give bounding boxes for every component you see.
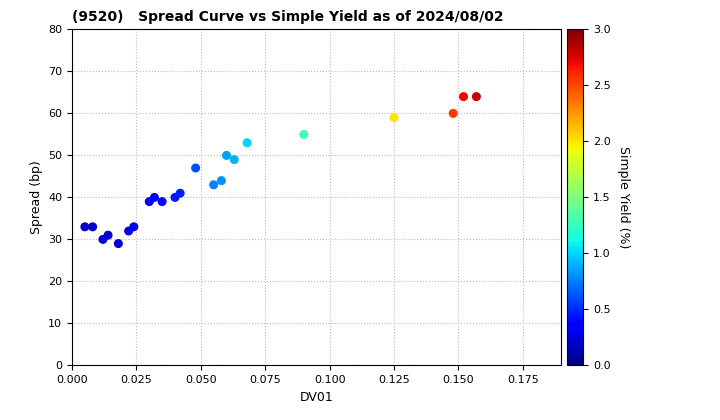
Y-axis label: Spread (bp): Spread (bp) [30, 160, 42, 234]
Point [79, 223, 91, 230]
Point [174, 190, 186, 197]
Point [221, 152, 233, 159]
Point [97, 236, 109, 243]
Point [458, 93, 469, 100]
Point [87, 223, 99, 230]
Point [241, 139, 253, 146]
Point [143, 198, 155, 205]
Point [228, 156, 240, 163]
Point [148, 194, 160, 201]
Point [388, 114, 400, 121]
Text: (9520)   Spread Curve vs Simple Yield as of 2024/08/02: (9520) Spread Curve vs Simple Yield as o… [72, 10, 503, 24]
Point [447, 110, 459, 117]
Y-axis label: Simple Yield (%): Simple Yield (%) [617, 146, 630, 249]
Point [298, 131, 310, 138]
Point [215, 177, 227, 184]
Point [190, 165, 202, 171]
Point [471, 93, 482, 100]
Point [169, 194, 181, 201]
Point [128, 223, 140, 230]
X-axis label: DV01: DV01 [300, 391, 333, 404]
Point [156, 198, 168, 205]
Point [102, 232, 114, 239]
Point [112, 240, 124, 247]
Point [123, 228, 135, 234]
Point [208, 181, 220, 188]
